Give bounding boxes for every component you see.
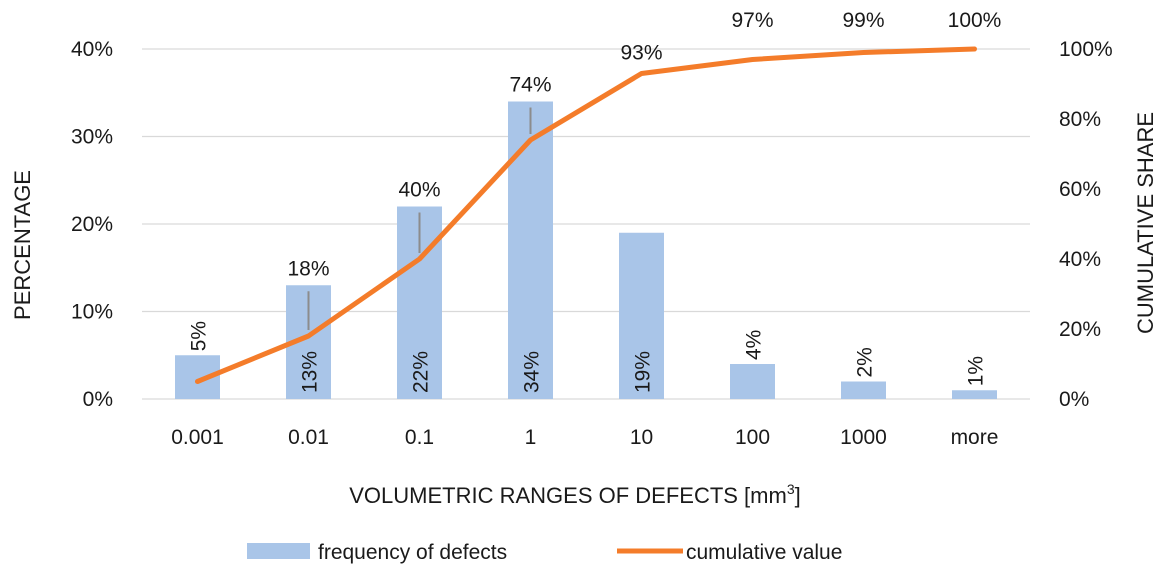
legend-bar-label: frequency of defects bbox=[318, 541, 507, 564]
bar-10 bbox=[619, 232, 664, 399]
gridlines bbox=[142, 48, 1030, 400]
bar-more bbox=[952, 390, 997, 399]
x-tick-label: more bbox=[951, 426, 999, 449]
left-tick-label: 30% bbox=[71, 126, 113, 149]
bar-label-100: 4% bbox=[743, 330, 766, 360]
legend: frequency of defects cumulative value bbox=[247, 541, 842, 564]
bar-data-labels: 5% 13% 22% 34% 19% 4% 2% 1% bbox=[188, 321, 988, 393]
x-tick-label: 100 bbox=[735, 426, 770, 449]
x-tick-label: 0.1 bbox=[405, 426, 434, 449]
x-tick-label: 0.001 bbox=[171, 426, 224, 449]
bar-series bbox=[175, 101, 997, 399]
x-axis-title: VOLUMETRIC RANGES OF DEFECTS [mm3] bbox=[349, 481, 801, 508]
right-tick-label: 80% bbox=[1059, 108, 1101, 131]
line-label-0.1: 40% bbox=[398, 179, 440, 202]
bar-label-more: 1% bbox=[965, 356, 988, 386]
right-tick-label: 0% bbox=[1059, 388, 1089, 411]
bar-label-0.01: 13% bbox=[299, 351, 322, 393]
right-axis-tick-labels: 0% 20% 40% 60% 80% 100% bbox=[1059, 38, 1113, 411]
right-tick-label: 20% bbox=[1059, 318, 1101, 341]
x-axis-title-end: ] bbox=[795, 483, 801, 508]
bar-label-1000: 2% bbox=[854, 347, 877, 377]
cumulative-line-series bbox=[195, 46, 977, 384]
y-axis-right-title: CUMULATIVE SHARE bbox=[1133, 112, 1158, 334]
left-tick-label: 40% bbox=[71, 38, 113, 61]
left-tick-label: 20% bbox=[71, 213, 113, 236]
bar-label-10: 19% bbox=[632, 351, 655, 393]
bar-1000 bbox=[841, 381, 886, 399]
x-axis-title-main: VOLUMETRIC RANGES OF DEFECTS [mm bbox=[349, 483, 787, 508]
left-tick-label: 10% bbox=[71, 301, 113, 324]
x-tick-label: 1000 bbox=[840, 426, 887, 449]
bar-label-0.001: 5% bbox=[188, 321, 211, 351]
x-axis-tick-labels: 0.001 0.01 0.1 1 10 100 1000 more bbox=[171, 426, 998, 449]
x-axis-title-superscript: 3 bbox=[787, 481, 795, 497]
line-data-labels: 18% 40% 74% 93% 97% 99% 100% bbox=[287, 9, 1001, 280]
line-label-10: 93% bbox=[620, 42, 662, 65]
right-tick-label: 60% bbox=[1059, 178, 1101, 201]
bar-1 bbox=[508, 101, 553, 399]
legend-bar-swatch bbox=[247, 543, 310, 559]
y-axis-left-title: PERCENTAGE bbox=[10, 170, 35, 320]
legend-line-label: cumulative value bbox=[686, 541, 842, 564]
bar-100 bbox=[730, 364, 775, 399]
x-tick-label: 0.01 bbox=[288, 426, 329, 449]
right-tick-label: 40% bbox=[1059, 248, 1101, 271]
x-tick-label: 1 bbox=[525, 426, 537, 449]
line-label-more: 100% bbox=[948, 9, 1002, 32]
line-label-1: 74% bbox=[509, 74, 551, 97]
line-label-100: 97% bbox=[731, 9, 773, 32]
line-label-0.01: 18% bbox=[287, 257, 329, 280]
left-tick-label: 0% bbox=[83, 388, 113, 411]
bar-label-1: 34% bbox=[521, 351, 544, 393]
cumulative-line bbox=[195, 46, 977, 384]
bar-label-0.1: 22% bbox=[410, 351, 433, 393]
x-tick-label: 10 bbox=[630, 426, 653, 449]
left-axis-tick-labels: 0% 10% 20% 30% 40% bbox=[71, 38, 113, 411]
right-tick-label: 100% bbox=[1059, 38, 1113, 61]
label-leader-lines bbox=[307, 107, 532, 330]
line-label-1000: 99% bbox=[842, 9, 884, 32]
